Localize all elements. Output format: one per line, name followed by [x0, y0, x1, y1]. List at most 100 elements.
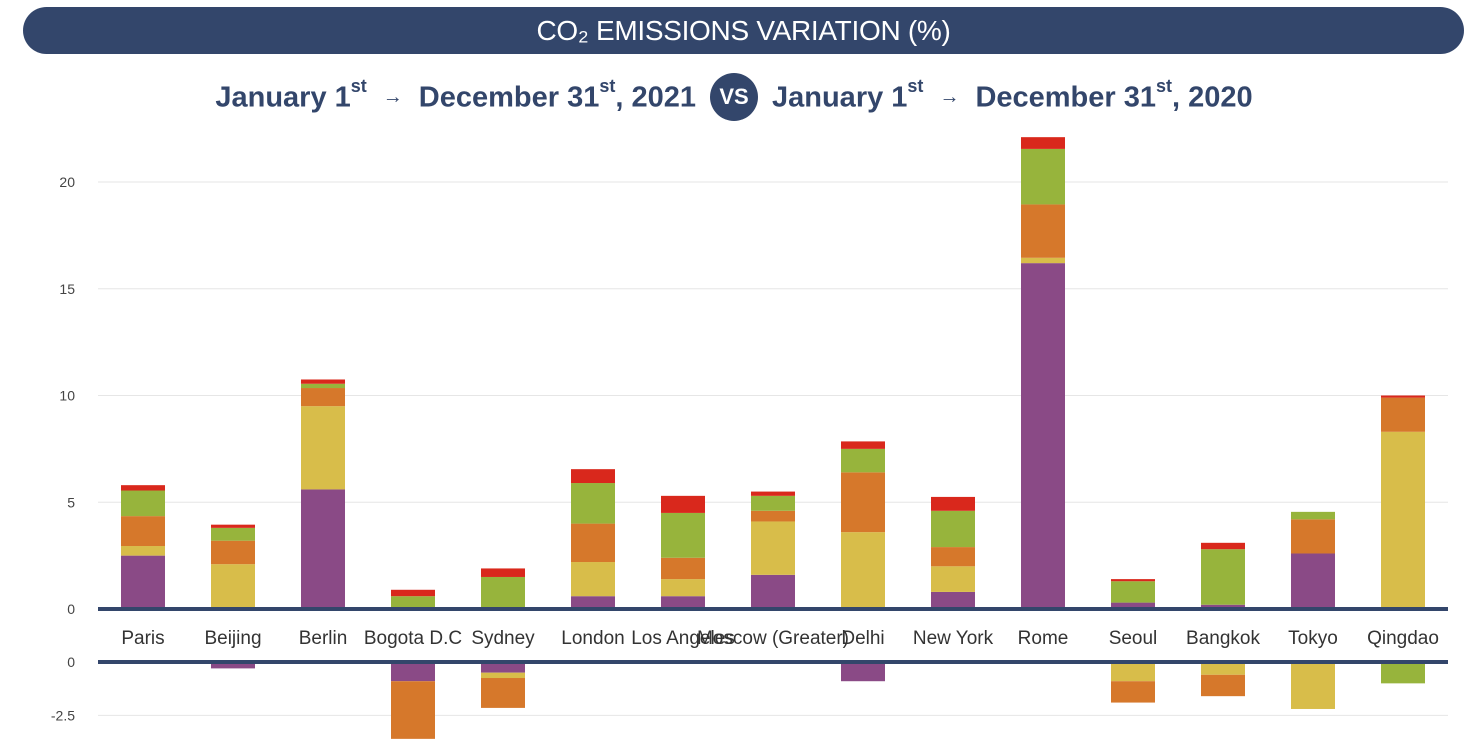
bar-segment	[391, 589, 435, 597]
x-category-label: Qingdao	[1367, 628, 1439, 649]
bar-segment	[661, 579, 705, 597]
bar-segment	[661, 596, 705, 609]
period-b-end: December 31st, 2020	[975, 75, 1253, 114]
y-tick-label: 5	[67, 494, 75, 510]
bar-segment	[571, 483, 615, 524]
chart-title: CO₂ EMISSIONS VARIATION (%)	[536, 14, 951, 46]
chart-title-banner: CO₂ EMISSIONS VARIATION (%)	[23, 7, 1464, 54]
bar-segment	[1021, 257, 1065, 264]
bar-segment	[1201, 604, 1245, 609]
bar-segment	[841, 441, 885, 449]
bar-segment	[391, 662, 435, 682]
period-a-end: December 31st, 2021	[418, 75, 696, 114]
vs-badge: VS	[710, 73, 758, 121]
arrow-right-icon: →	[939, 85, 960, 108]
y-tick-label: 15	[59, 281, 75, 297]
x-category-label: Moscow (Greater)	[697, 628, 849, 649]
y-tick-label: 0	[67, 601, 75, 617]
bar-segment	[391, 596, 435, 609]
x-category-label: Tokyo	[1288, 628, 1338, 649]
y-tick-label: 20	[59, 174, 75, 190]
bar-segment	[751, 510, 795, 522]
bar-segment	[931, 566, 975, 592]
bar-segment	[481, 678, 525, 708]
x-category-label: Sydney	[471, 628, 535, 649]
bar-segment	[751, 491, 795, 496]
bar-segment	[661, 512, 705, 558]
x-category-label: Seoul	[1109, 628, 1158, 649]
bar-segment	[121, 490, 165, 517]
bar-segment	[211, 524, 255, 528]
bar-segment	[481, 672, 525, 679]
bar-segment	[301, 379, 345, 384]
x-category-label: Berlin	[299, 628, 348, 649]
bar-segment	[571, 562, 615, 597]
period-a-start: January 1st	[215, 75, 367, 114]
x-category-label: Paris	[121, 628, 164, 649]
x-category-label: Delhi	[841, 628, 884, 649]
bar-segment	[1201, 542, 1245, 550]
bar-segment	[1111, 662, 1155, 682]
bar-segment	[121, 485, 165, 491]
bar-segment	[1381, 397, 1425, 432]
bar-segment	[391, 681, 435, 739]
bar-segment	[1111, 581, 1155, 603]
y-tick-label: 0	[67, 654, 75, 670]
period-comparison: January 1st → December 31st, 2021 VS Jan…	[0, 72, 1468, 122]
bar-segment	[1381, 431, 1425, 609]
bar-segment	[931, 547, 975, 567]
arrow-right-icon: →	[382, 85, 403, 108]
bar-segment	[1201, 674, 1245, 697]
bar-segment	[1291, 519, 1335, 554]
bar-segment	[211, 527, 255, 541]
bar-segment	[661, 557, 705, 580]
bar-segment	[301, 406, 345, 490]
y-tick-label: -2.5	[51, 707, 75, 723]
bar-segment	[931, 510, 975, 548]
bar-segment	[211, 564, 255, 609]
bar-segment	[121, 546, 165, 556]
x-category-label: Rome	[1018, 628, 1069, 649]
bar-segment	[1111, 681, 1155, 703]
bar-segment	[661, 495, 705, 513]
bar-segment	[841, 472, 885, 533]
bar-segment	[751, 495, 795, 511]
bar-segment	[121, 555, 165, 609]
bar-segment	[301, 383, 345, 389]
bar-segment	[841, 532, 885, 609]
bar-segment	[121, 516, 165, 547]
bar-segment	[571, 596, 615, 609]
x-category-label: Beijing	[204, 628, 261, 649]
bar-segment	[1111, 602, 1155, 609]
bar-segment	[1291, 662, 1335, 709]
bar-segment	[211, 662, 255, 669]
x-category-label: Los Angeles	[631, 628, 735, 649]
bar-segment	[301, 489, 345, 609]
bar-segment	[1021, 263, 1065, 609]
bar-segment	[751, 521, 795, 575]
bar-segment	[301, 388, 345, 407]
bar-segment	[931, 591, 975, 609]
bar-segment	[841, 662, 885, 682]
bar-segment	[1111, 579, 1155, 582]
bar-segment	[211, 540, 255, 565]
bar-segment	[1291, 553, 1335, 609]
x-category-label: London	[561, 628, 624, 649]
x-category-label: Bangkok	[1186, 628, 1260, 649]
bar-segment	[1021, 204, 1065, 258]
bar-segment	[1021, 148, 1065, 205]
bar-segment	[841, 448, 885, 473]
bar-segment	[571, 469, 615, 484]
period-b-start: January 1st	[772, 75, 924, 114]
x-category-label: Bogota D.C	[364, 628, 462, 649]
bar-segment	[1201, 549, 1245, 605]
bar-segment	[481, 662, 525, 673]
bar-segment	[481, 568, 525, 577]
bar-segment	[1291, 511, 1335, 520]
bar-segment	[1021, 137, 1065, 149]
x-category-label: New York	[913, 628, 994, 649]
bar-segment	[751, 574, 795, 609]
bar-segment	[1201, 662, 1245, 675]
bar-segment	[571, 523, 615, 563]
